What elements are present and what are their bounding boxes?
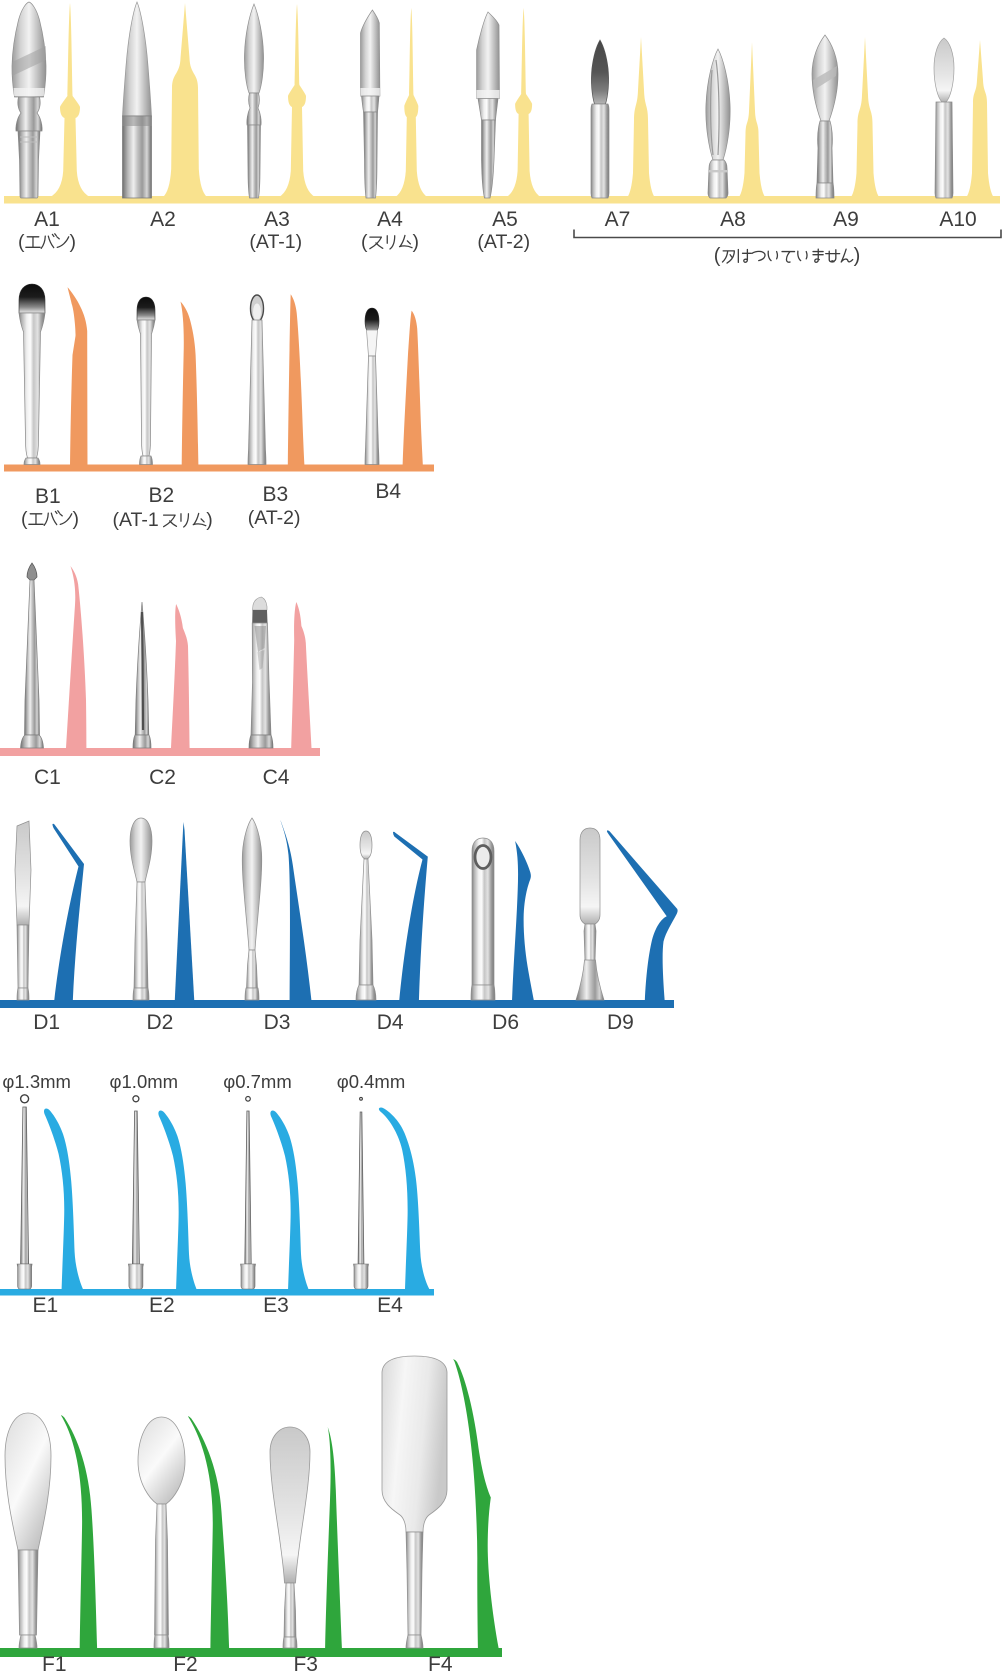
svg-text:A5: A5 xyxy=(492,208,518,231)
svg-text:(AT-2): (AT-2) xyxy=(477,231,530,253)
svg-text:A4: A4 xyxy=(377,208,403,231)
svg-text:B4: B4 xyxy=(375,480,401,503)
svg-text:E2: E2 xyxy=(149,1294,175,1317)
svg-text:D3: D3 xyxy=(264,1011,291,1034)
svg-text:φ1.0mm: φ1.0mm xyxy=(110,1071,179,1092)
svg-text:φ0.7mm: φ0.7mm xyxy=(223,1071,292,1092)
svg-text:A10: A10 xyxy=(939,208,976,231)
svg-text:φ1.3mm: φ1.3mm xyxy=(2,1071,71,1092)
svg-text:D2: D2 xyxy=(146,1011,173,1034)
svg-text:A9: A9 xyxy=(833,208,859,231)
svg-text:(AT-1): (AT-1) xyxy=(249,231,302,253)
svg-text:F4: F4 xyxy=(428,1653,453,1672)
svg-text:E1: E1 xyxy=(32,1294,58,1317)
svg-text:φ0.4mm: φ0.4mm xyxy=(337,1071,406,1092)
svg-text:D9: D9 xyxy=(607,1011,634,1034)
svg-text:A8: A8 xyxy=(720,208,746,231)
svg-text:D1: D1 xyxy=(33,1011,60,1034)
svg-text:(: ( xyxy=(21,508,28,530)
svg-text:F3: F3 xyxy=(293,1653,318,1672)
svg-text:(AT-2): (AT-2) xyxy=(248,507,301,529)
svg-text:C4: C4 xyxy=(263,766,290,789)
svg-text:E3: E3 xyxy=(263,1294,289,1317)
svg-text:C1: C1 xyxy=(34,766,61,789)
svg-text:B2: B2 xyxy=(149,484,175,507)
svg-text:E4: E4 xyxy=(377,1294,403,1317)
svg-text:B3: B3 xyxy=(263,483,289,506)
svg-text:): ) xyxy=(854,245,861,267)
svg-text:(: ( xyxy=(18,231,25,253)
svg-text:(: ( xyxy=(361,231,368,253)
svg-text:D4: D4 xyxy=(377,1011,404,1034)
svg-text:A7: A7 xyxy=(605,208,631,231)
svg-text:): ) xyxy=(73,508,80,530)
svg-text:B1: B1 xyxy=(35,485,61,508)
svg-text:F1: F1 xyxy=(42,1653,67,1672)
svg-text:D6: D6 xyxy=(492,1011,519,1034)
svg-text:): ) xyxy=(206,509,213,531)
svg-text:C2: C2 xyxy=(149,766,176,789)
svg-text:): ) xyxy=(413,231,420,253)
svg-text:): ) xyxy=(70,231,77,253)
svg-text:A2: A2 xyxy=(150,208,176,231)
svg-text:(: ( xyxy=(714,245,721,267)
svg-text:F2: F2 xyxy=(173,1653,198,1672)
svg-text:A3: A3 xyxy=(264,208,290,231)
svg-text:(AT-1: (AT-1 xyxy=(113,509,159,531)
svg-text:A1: A1 xyxy=(34,208,60,231)
